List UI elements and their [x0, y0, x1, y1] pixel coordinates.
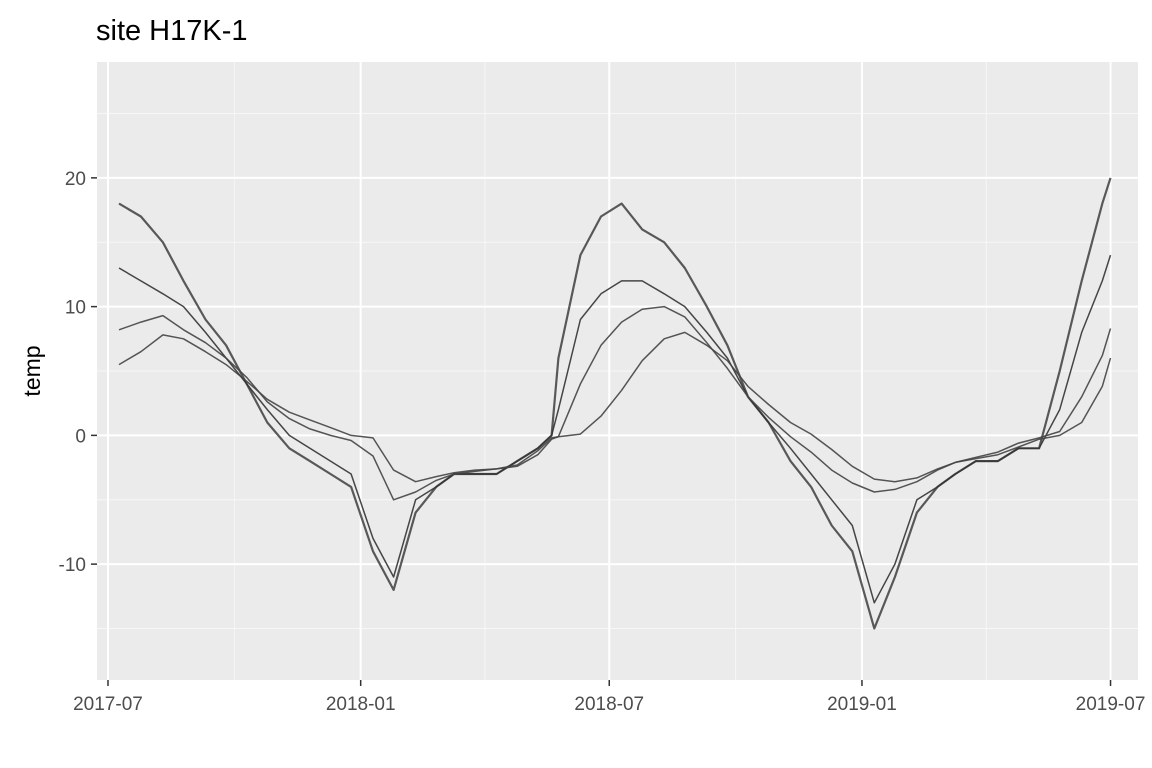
x-tick-label: 2019-01	[827, 694, 897, 715]
y-tick-label: -10	[59, 555, 86, 576]
x-tick-label: 2018-07	[574, 694, 644, 715]
x-tick-label: 2019-07	[1076, 694, 1146, 715]
y-tick-label: 10	[65, 298, 86, 319]
y-tick-label: 0	[75, 426, 86, 447]
x-tick-label: 2017-07	[73, 694, 143, 715]
series-line-2	[118, 254, 1112, 604]
x-tick-label: 2018-01	[326, 694, 396, 715]
series-layer	[118, 177, 1112, 630]
major-gridlines	[97, 62, 1138, 680]
tick-labels: 2017-07 2018-01 2018-07 2019-01 2019-07 -10 0 1…	[59, 169, 1146, 715]
axis-ticks	[91, 177, 1112, 686]
y-axis-label: temp	[19, 345, 45, 396]
series-line-4	[118, 331, 1112, 483]
chart-title: site H17K-1	[96, 15, 248, 47]
y-tick-label: 20	[65, 169, 86, 190]
